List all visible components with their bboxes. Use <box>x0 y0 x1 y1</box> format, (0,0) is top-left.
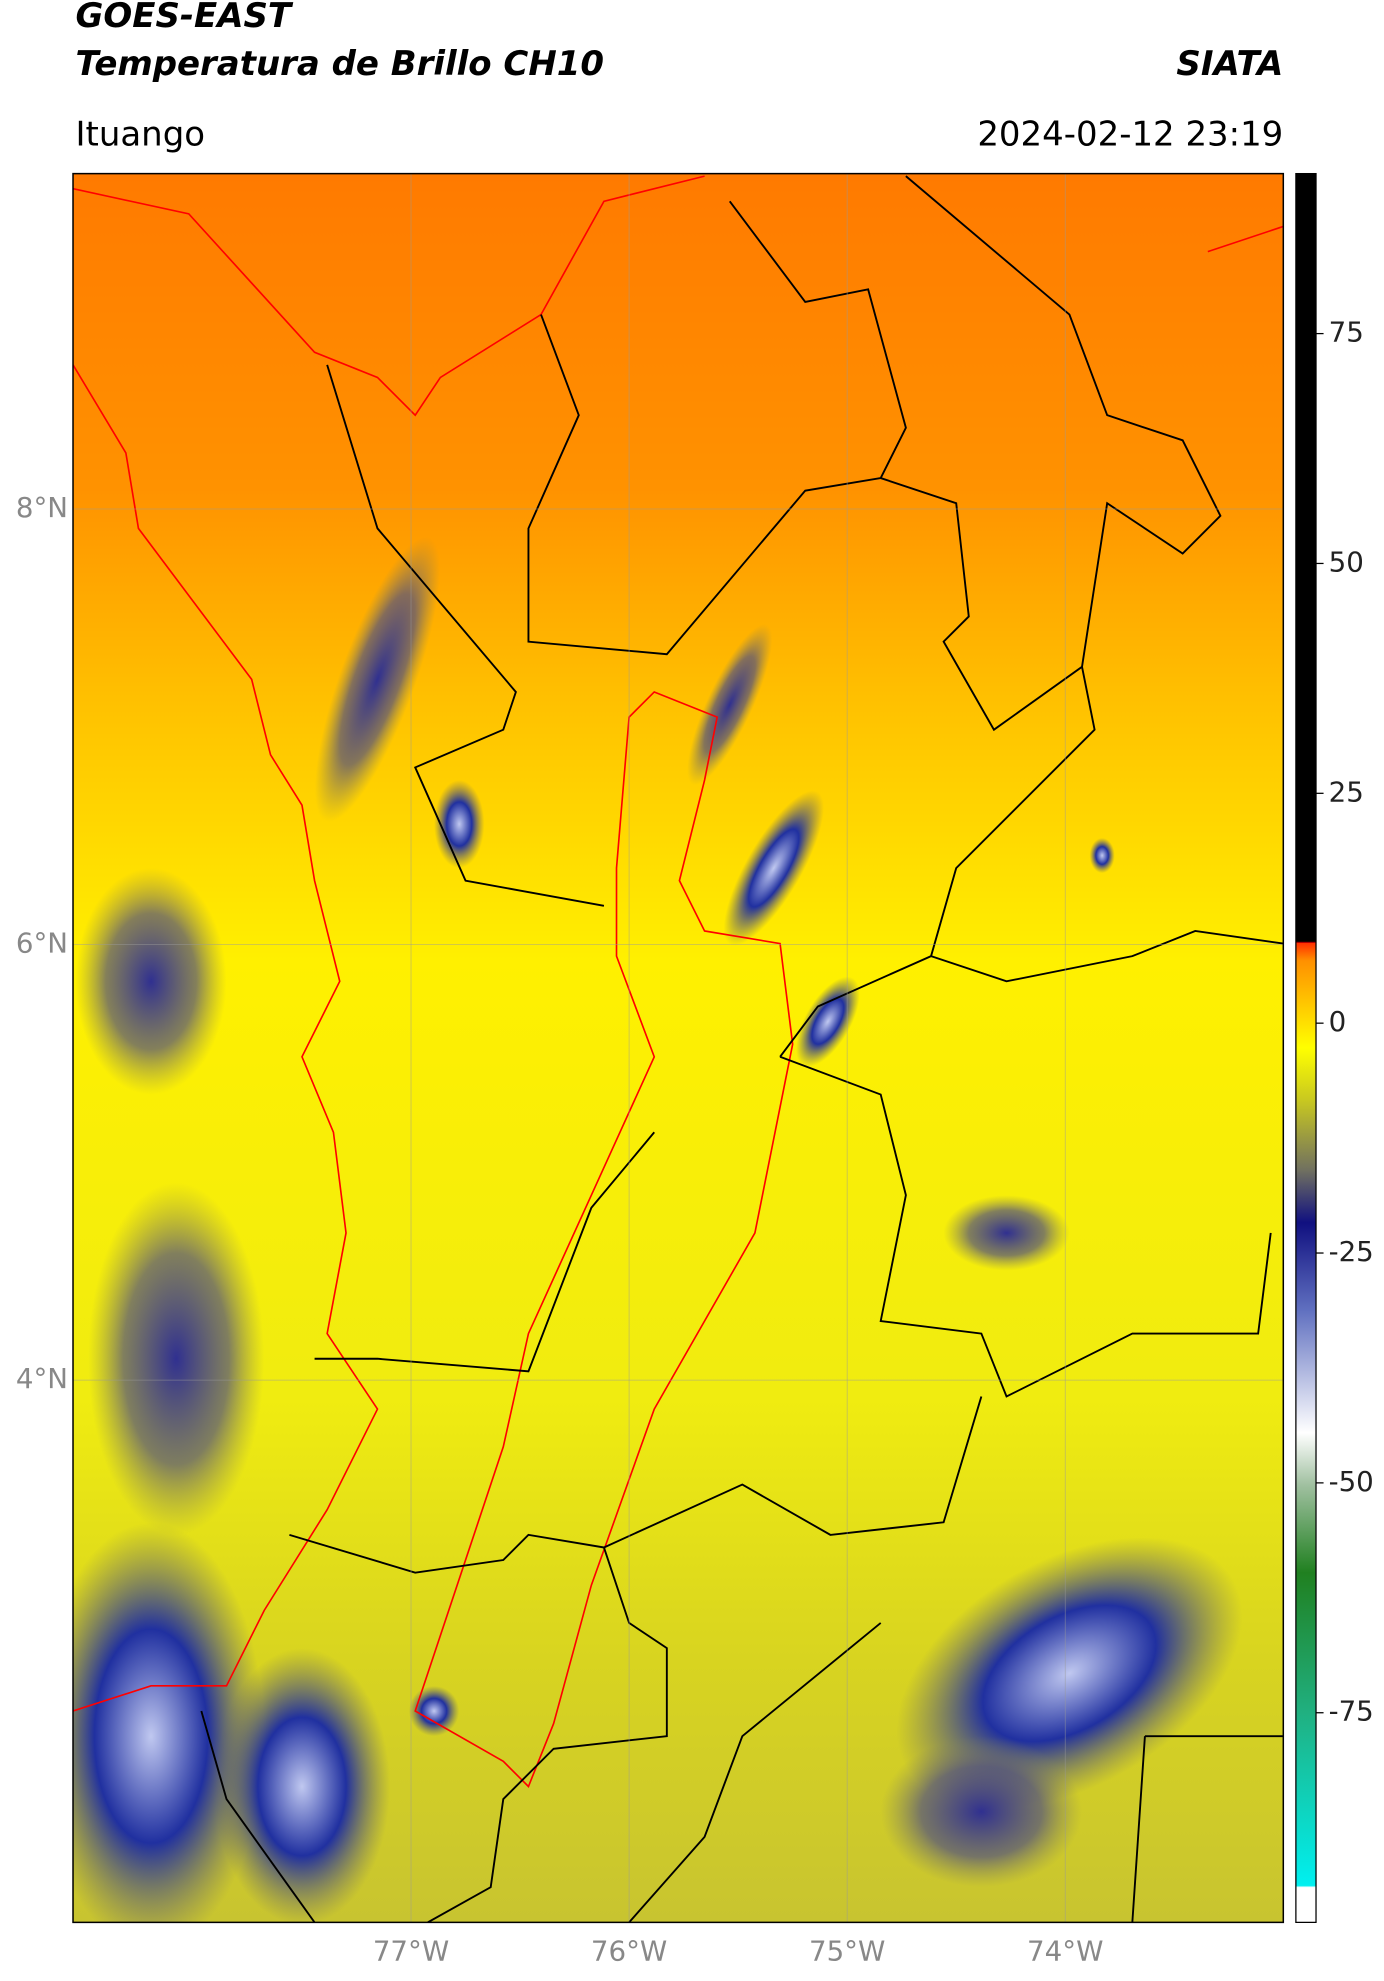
colorbar-tick-label: -25 <box>1329 1235 1374 1268</box>
subtitle: Temperatura de Brillo CH10 <box>76 44 604 84</box>
x-tick-label: 76°W <box>591 1935 667 1968</box>
brand: SIATA <box>1176 44 1283 84</box>
colorbar-tick-label: 25 <box>1329 775 1364 808</box>
map-frame <box>72 172 1285 1924</box>
x-tick-label: 77°W <box>373 1935 449 1968</box>
colorbar-tick-label: -50 <box>1329 1465 1374 1498</box>
satellite-image <box>73 173 1284 1923</box>
y-tick-label: 4°N <box>16 1362 68 1395</box>
y-tick-label: 6°N <box>16 927 68 960</box>
datetime: 2024-02-12 23:19 <box>977 114 1283 154</box>
colorbar <box>1295 172 1317 1924</box>
x-tick-label: 74°W <box>1027 1935 1103 1968</box>
colorbar-tick-label: 50 <box>1329 545 1364 578</box>
x-tick-label: 75°W <box>809 1935 885 1968</box>
colorbar-tick-label: 0 <box>1329 1005 1347 1038</box>
colorbar-tick-label: 75 <box>1329 316 1364 349</box>
title: GOES-EAST <box>76 0 294 36</box>
y-tick-label: 8°N <box>16 491 68 524</box>
colorbar-tick-label: -75 <box>1329 1695 1374 1728</box>
place: Ituango <box>76 114 206 154</box>
